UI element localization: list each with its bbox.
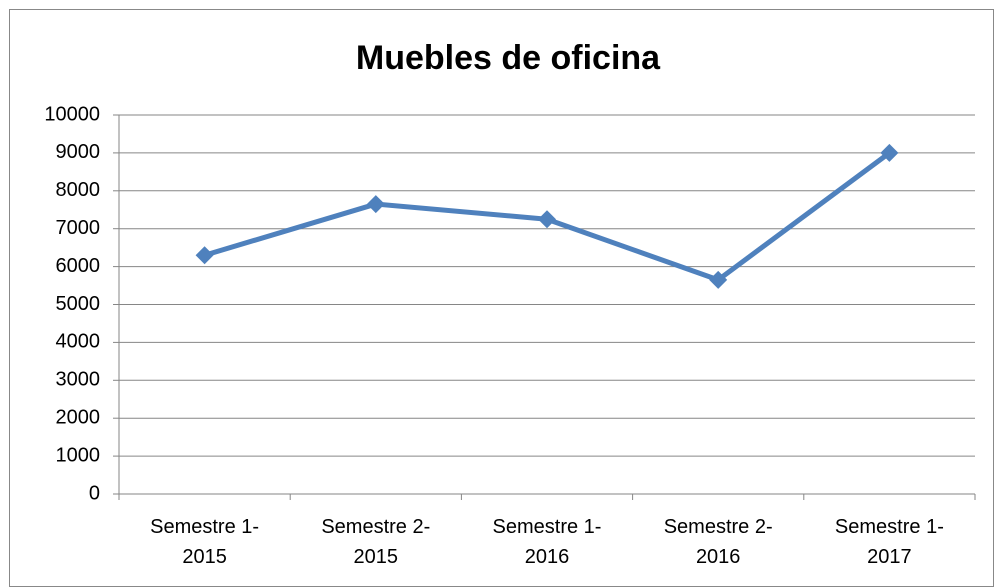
- x-tick-label: Semestre 1-2015: [150, 516, 260, 568]
- data-marker: [880, 143, 899, 162]
- chart-border: [9, 9, 994, 587]
- y-tick-label: 6000: [56, 255, 101, 277]
- data-marker: [195, 246, 214, 265]
- y-tick-label: 3000: [56, 369, 101, 391]
- y-tick-label: 7000: [56, 217, 101, 239]
- x-tick-label: Semestre 1-2017: [834, 516, 944, 568]
- data-marker: [366, 195, 385, 214]
- y-tick-label: 5000: [56, 293, 101, 315]
- y-tick-label: 10000: [44, 103, 100, 125]
- y-tick-label: 9000: [56, 141, 101, 163]
- x-tick-label: Semestre 1-2016: [492, 516, 602, 568]
- y-tick-label: 8000: [56, 179, 101, 201]
- y-tick-label: 4000: [56, 331, 101, 353]
- x-tick-label: Semestre 2-2016: [663, 516, 773, 568]
- chart-title: Muebles de oficina: [356, 39, 661, 77]
- data-marker: [709, 270, 728, 289]
- y-tick-label: 1000: [56, 444, 101, 466]
- data-marker: [538, 210, 556, 229]
- y-tick-label: 0: [89, 482, 100, 504]
- x-tick-label: Semestre 2-2015: [321, 516, 431, 568]
- y-tick-label: 2000: [56, 406, 101, 428]
